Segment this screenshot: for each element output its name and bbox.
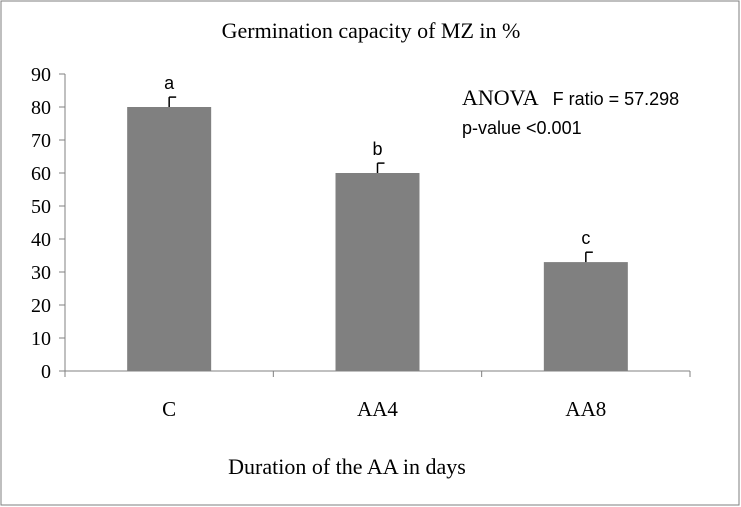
f-ratio-label: F ratio = 57.298 — [553, 89, 680, 109]
bar — [127, 107, 212, 371]
y-tick-label: 60 — [31, 163, 51, 185]
y-tick-label: 40 — [31, 229, 51, 251]
y-axis: 0 10 20 30 40 50 60 70 80 90 — [31, 64, 66, 383]
x-category-label: C — [162, 397, 176, 421]
bars-group: a Cb AA4 c AA8 — [127, 73, 628, 421]
x-axis-label: Duration of the AA in days — [228, 454, 466, 479]
bar — [335, 173, 420, 371]
x-category-label: AA4 — [357, 397, 398, 421]
y-tick-label: 80 — [31, 97, 51, 119]
chart-title: Germination capacity of MZ in % — [222, 18, 521, 43]
x-category-label: AA8 — [565, 397, 606, 421]
y-tick-label: 30 — [31, 262, 51, 284]
anova-method-label: ANOVA — [462, 85, 539, 110]
y-tick-label: 0 — [41, 361, 51, 383]
y-tick-label: 10 — [31, 328, 51, 350]
anova-annotation: ANOVA F ratio = 57.298 — [462, 85, 679, 110]
y-tick-label: 90 — [31, 64, 51, 86]
significance-letter: c — [581, 228, 590, 248]
y-tick-label: 70 — [31, 130, 51, 152]
significance-letter: a — [164, 73, 175, 93]
bar — [543, 262, 628, 371]
y-tick-label: 20 — [31, 295, 51, 317]
significance-letter: b — [372, 139, 382, 159]
y-tick-label: 50 — [31, 196, 51, 218]
p-value-label: p-value <0.001 — [462, 118, 582, 138]
